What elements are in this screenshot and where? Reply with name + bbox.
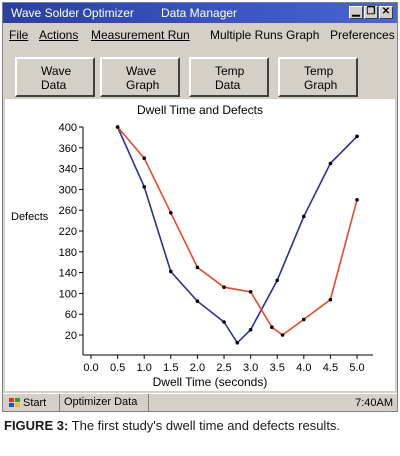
temp-graph-line2: Graph	[304, 78, 338, 92]
menu-preferences[interactable]: Preferences	[330, 28, 395, 42]
x-tick-label: 2.0	[190, 362, 205, 374]
minimize-button[interactable]: ▁	[349, 6, 363, 19]
taskbar-clock: 7:40AM	[355, 397, 393, 409]
data-point	[275, 278, 280, 283]
data-point	[169, 269, 173, 274]
y-tick-label: 300	[59, 184, 77, 196]
data-point	[195, 299, 200, 303]
data-point	[270, 325, 274, 329]
data-point	[355, 198, 359, 202]
wave-graph-button[interactable]: Wave Graph	[100, 57, 180, 97]
taskbar: Start Optimizer Data 7:40AM	[3, 393, 397, 411]
data-point	[222, 285, 226, 289]
data-point	[195, 265, 200, 270]
data-point	[248, 290, 253, 294]
chart-title: Dwell Time and Defects	[136, 103, 264, 117]
app-title: Wave Solder Optimizer	[11, 6, 134, 20]
data-point	[142, 156, 147, 160]
data-point	[235, 341, 240, 345]
taskbar-item-optimizer-data[interactable]: Optimizer Data	[59, 394, 149, 411]
data-point	[355, 134, 359, 139]
y-tick-label: 340	[59, 164, 77, 176]
figure-caption: FIGURE 3: The first study's dwell time a…	[4, 418, 396, 434]
y-tick-label: 360	[59, 143, 77, 155]
data-point	[169, 211, 173, 215]
temp-data-line2: Data	[215, 78, 241, 92]
start-button[interactable]: Start	[7, 395, 46, 411]
y-tick-label: 180	[59, 247, 77, 259]
y-tick-label: 60	[65, 309, 77, 321]
close-button[interactable]: ✕	[379, 6, 393, 19]
caption-text: The first study's dwell time and defects…	[68, 418, 341, 433]
x-tick-label: 4.0	[296, 362, 311, 374]
y-tick-label: 260	[59, 205, 77, 217]
temp-graph-button[interactable]: Temp Graph	[278, 57, 358, 97]
series-line-1	[116, 126, 358, 345]
dwell-defects-chart: 400 360 340 300 260 220 180 140 100 60 20 0.0 0.5 1.0…	[59, 122, 373, 374]
menu-bar: File Actions Measurement Run Multiple Ru…	[3, 25, 397, 45]
data-point	[248, 328, 253, 332]
menu-actions[interactable]: Actions	[39, 28, 79, 42]
x-tick-label: 3.0	[243, 362, 258, 374]
x-tick-label: 1.0	[137, 362, 152, 374]
x-tick-label: 3.5	[270, 362, 285, 374]
x-tick-label: 5.0	[349, 362, 364, 374]
menu-measurement-run[interactable]: Measurement Run	[91, 28, 190, 42]
y-axis-label: Defects	[11, 211, 49, 223]
app-window: Wave Solder Optimizer Data Manager ▁ ❐ ✕…	[2, 2, 398, 412]
title-bar[interactable]: Wave Solder Optimizer Data Manager ▁ ❐ ✕	[3, 3, 397, 23]
wave-graph-line1: Wave	[126, 64, 157, 78]
menu-multiple-runs-graph[interactable]: Multiple Runs Graph	[210, 28, 320, 42]
x-tick-label: 2.5	[216, 362, 231, 374]
y-tick-label: 100	[59, 288, 77, 300]
data-point	[328, 161, 333, 166]
x-axis-label: Dwell Time (seconds)	[152, 375, 268, 389]
series-line-2	[116, 126, 358, 336]
y-tick-label: 20	[65, 330, 77, 342]
wave-data-button[interactable]: Wave Data	[15, 57, 95, 97]
data-point	[280, 333, 285, 337]
restore-button[interactable]: ❐	[364, 6, 378, 19]
wave-data-line1: Wave	[41, 64, 72, 78]
y-tick-label: 400	[59, 122, 77, 134]
y-tick-label: 220	[59, 226, 77, 238]
windows-logo-icon	[9, 398, 20, 408]
data-point	[142, 185, 147, 189]
temp-data-line1: Temp	[215, 64, 245, 78]
chart-panel: Dwell Time and Defects Defects 400 360 340…	[5, 99, 395, 391]
data-point	[302, 214, 306, 219]
x-tick-label: 0.5	[110, 362, 125, 374]
x-tick-label: 1.5	[163, 362, 178, 374]
figure-label: FIGURE 3:	[4, 418, 69, 433]
data-point	[115, 125, 120, 129]
x-tick-label: 4.5	[323, 362, 338, 374]
data-point	[302, 317, 306, 322]
x-tick-label: 0.0	[83, 362, 98, 374]
y-tick-label: 140	[59, 268, 77, 280]
window-title: Data Manager	[161, 6, 238, 20]
wave-data-line2: Data	[41, 78, 67, 92]
menu-file[interactable]: File	[9, 28, 29, 42]
wave-graph-line2: Graph	[126, 78, 160, 92]
temp-data-button[interactable]: Temp Data	[189, 57, 269, 97]
data-point	[222, 320, 226, 324]
start-label: Start	[23, 397, 47, 409]
temp-graph-line1: Temp	[304, 64, 334, 78]
window-controls: ▁ ❐ ✕	[349, 6, 393, 19]
data-point	[328, 297, 333, 302]
